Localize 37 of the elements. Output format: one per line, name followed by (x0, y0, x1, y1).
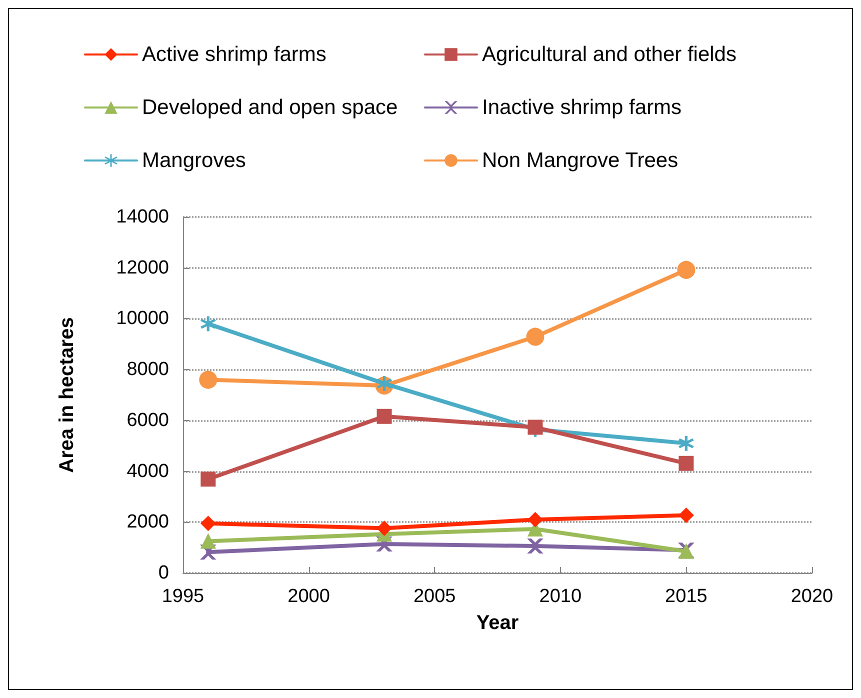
y-tick-label: 12000 (116, 257, 169, 278)
y-tick-label: 8000 (126, 359, 169, 380)
point (526, 328, 544, 346)
point (678, 456, 694, 471)
point (200, 472, 216, 487)
point (199, 370, 218, 389)
legend-label: Active shrimp farms (142, 43, 326, 66)
x-tick-label: 2000 (288, 586, 330, 607)
legend-label: Inactive shrimp farms (482, 96, 682, 119)
legend-label: Agricultural and other fields (482, 43, 736, 66)
x-tick-label: 2010 (539, 586, 582, 607)
point (678, 436, 694, 451)
point (376, 376, 392, 392)
point (200, 316, 216, 332)
x-tick-label: 2005 (413, 586, 456, 607)
y-tick-label: 10000 (116, 308, 169, 330)
legend-label: Non Mangrove Trees (482, 149, 678, 172)
point (200, 516, 216, 531)
point (376, 408, 392, 424)
point (678, 508, 694, 523)
y-tick-label: 2000 (126, 512, 169, 533)
point (376, 520, 392, 536)
legend-label: Developed and open space (142, 96, 398, 119)
point (677, 260, 696, 279)
y-tick-label: 0 (158, 562, 169, 584)
point (528, 512, 543, 528)
x-tick-label: 2020 (790, 586, 834, 607)
point (200, 534, 216, 549)
y-axis-title: Area in hectares (56, 317, 78, 473)
legend-label: Mangroves (142, 149, 246, 172)
x-tick-label: 1995 (162, 586, 204, 607)
x-tick-label: 2015 (665, 586, 708, 607)
point (528, 538, 543, 554)
x-axis-title: Year (476, 612, 519, 634)
y-tick-label: 14000 (116, 206, 169, 228)
y-tick-label: 6000 (126, 410, 169, 431)
y-tick-label: 4000 (126, 460, 169, 482)
